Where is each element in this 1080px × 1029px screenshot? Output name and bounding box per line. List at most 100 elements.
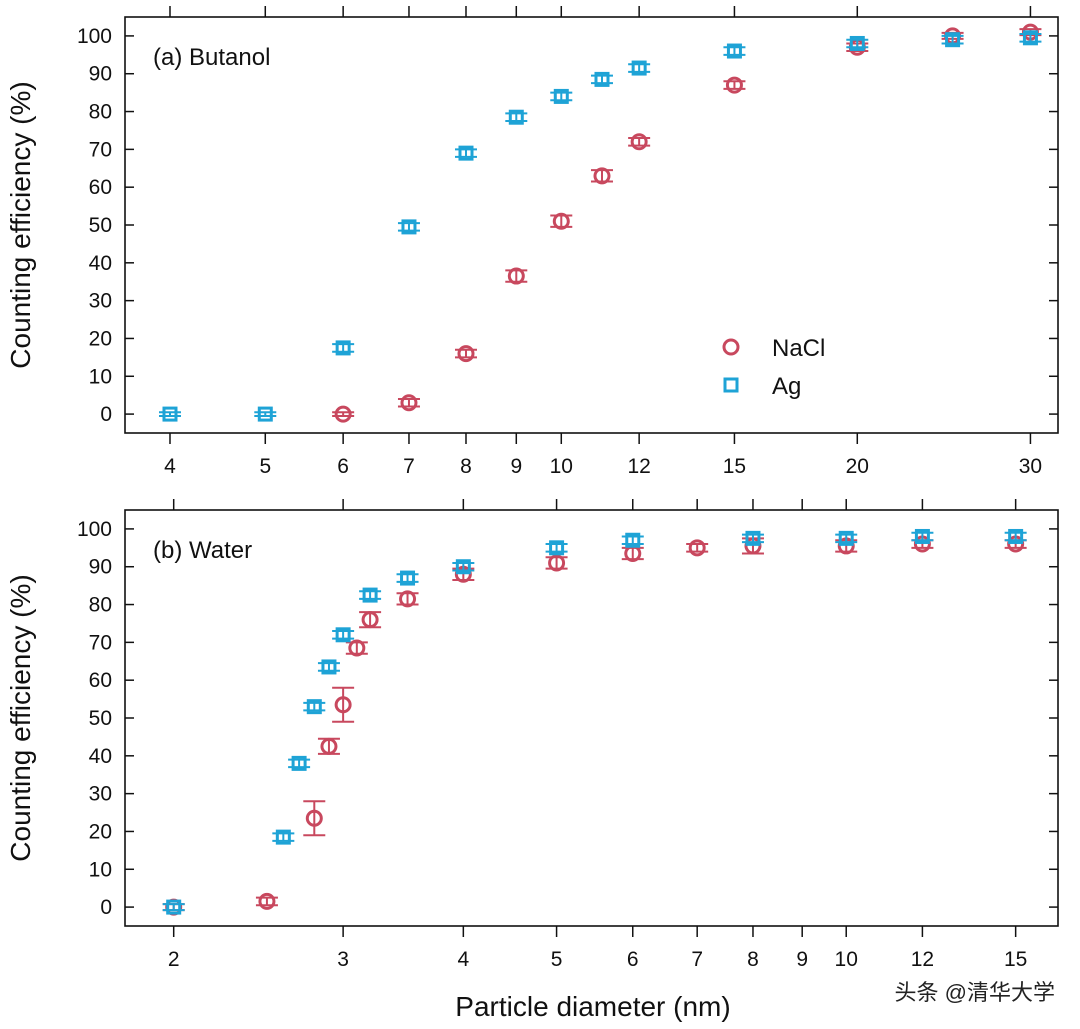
panel-label: (a) Butanol: [153, 44, 270, 71]
marker-square: [162, 406, 178, 422]
y-tick-label: 50: [89, 214, 112, 237]
series-nacl: [162, 535, 1027, 916]
data-point-ag: [452, 559, 475, 575]
marker-square: [553, 88, 569, 104]
x-tick-label: 5: [259, 455, 271, 478]
data-point-nacl: [621, 544, 644, 562]
y-tick-label: 40: [89, 745, 112, 768]
x-tick-label: 10: [550, 455, 573, 478]
data-point-ag: [741, 530, 764, 546]
x-tick-label: 6: [627, 948, 639, 971]
y-tick-label: 50: [89, 707, 112, 730]
marker-circle: [400, 394, 418, 412]
marker-circle: [548, 554, 566, 572]
y-tick-label: 100: [77, 25, 112, 48]
data-point-ag: [454, 145, 477, 161]
x-tick-label: 8: [747, 948, 759, 971]
marker-square: [291, 755, 307, 771]
data-point-nacl: [317, 737, 340, 755]
x-tick-label: 30: [1019, 455, 1042, 478]
y-tick-label: 100: [77, 518, 112, 541]
x-tick-label: 12: [627, 455, 650, 478]
data-point-nacl: [545, 554, 568, 572]
panel-a-butanol: 0 10 20 30 40 50 60 70 80 90 100 4 5 6 7 8 9 10 12 15 20 30 Co…: [5, 6, 1059, 478]
data-point-ag: [723, 43, 746, 59]
data-point-ag: [397, 219, 420, 235]
y-tick-label: 60: [89, 669, 112, 692]
marker-circle: [688, 539, 706, 557]
data-point-nacl: [590, 167, 613, 185]
data-point-ag: [835, 530, 858, 546]
panel-label: (b) Water: [153, 537, 252, 564]
data-point-ag: [332, 340, 355, 356]
data-point-ag: [846, 35, 869, 51]
x-tick-label: 3: [337, 948, 349, 971]
data-point-nacl: [686, 539, 709, 557]
data-point-ag: [505, 109, 528, 125]
legend: NaCl Ag: [722, 335, 825, 400]
x-tick-label: 15: [723, 455, 746, 478]
y-tick-label: 90: [89, 63, 112, 86]
data-point-nacl: [332, 686, 355, 723]
marker-square: [549, 540, 565, 556]
y-tick-label: 30: [89, 783, 112, 806]
data-point-nacl: [723, 76, 746, 94]
x-axis-title: Particle diameter (nm): [455, 991, 730, 1022]
x-tick-label: 7: [403, 455, 415, 478]
legend-marker: [722, 338, 740, 356]
x-tick-label: 6: [337, 455, 349, 478]
y-tick-label: 40: [89, 252, 112, 275]
y-tick-label: 90: [89, 556, 112, 579]
legend-entry-ag: Ag: [723, 373, 801, 400]
legend-entry-nacl: NaCl: [722, 335, 825, 362]
x-tick-label: 12: [911, 948, 934, 971]
x-tick-label: 5: [551, 948, 563, 971]
marker-square: [726, 43, 742, 59]
panel-b-water: 0 10 20 30 40 50 60 70 80 90 100 2 3 4 5 6 7 8 9 10 12 15 Coun…: [5, 499, 1059, 971]
marker-square: [631, 60, 647, 76]
marker-square: [362, 587, 378, 603]
data-point-ag: [590, 71, 613, 87]
data-point-nacl: [397, 394, 420, 412]
data-point-nacl: [454, 345, 477, 363]
marker-circle: [507, 267, 525, 285]
y-tick-label: 80: [89, 101, 112, 124]
data-point-nacl: [345, 639, 368, 657]
marker-square: [306, 699, 322, 715]
data-point-ag: [254, 406, 277, 422]
data-point-nacl: [396, 590, 419, 608]
marker-circle: [305, 809, 323, 827]
data-point-ag: [1019, 30, 1042, 46]
y-tick-label: 10: [89, 365, 112, 388]
x-tick-label: 7: [691, 948, 703, 971]
series-ag: [162, 528, 1027, 915]
x-tick-label: 20: [846, 455, 869, 478]
marker-square: [745, 530, 761, 546]
marker-square: [508, 109, 524, 125]
y-axis-title: Counting efficiency (%): [5, 81, 36, 368]
marker-circle: [348, 639, 366, 657]
x-tick-label: 9: [796, 948, 808, 971]
marker-square: [838, 530, 854, 546]
data-point-ag: [288, 755, 311, 771]
x-tick-label: 4: [164, 455, 176, 478]
data-point-ag: [545, 540, 568, 556]
data-point-ag: [628, 60, 651, 76]
marker-square: [625, 532, 641, 548]
marker-square: [849, 35, 865, 51]
marker-square: [257, 406, 273, 422]
marker-square: [401, 219, 417, 235]
data-point-ag: [303, 699, 326, 715]
y-tick-label: 80: [89, 594, 112, 617]
watermark-text: 头条 @清华大学: [895, 980, 1055, 1005]
y-tick-label: 60: [89, 176, 112, 199]
data-point-ag: [162, 899, 185, 915]
data-point-ag: [941, 32, 964, 48]
data-point-ag: [1004, 528, 1027, 544]
x-tick-label: 4: [457, 948, 469, 971]
data-point-ag: [396, 570, 419, 586]
legend-label: NaCl: [772, 335, 825, 362]
y-tick-label: 20: [89, 820, 112, 843]
marker-square: [321, 659, 337, 675]
marker-circle: [258, 892, 276, 910]
